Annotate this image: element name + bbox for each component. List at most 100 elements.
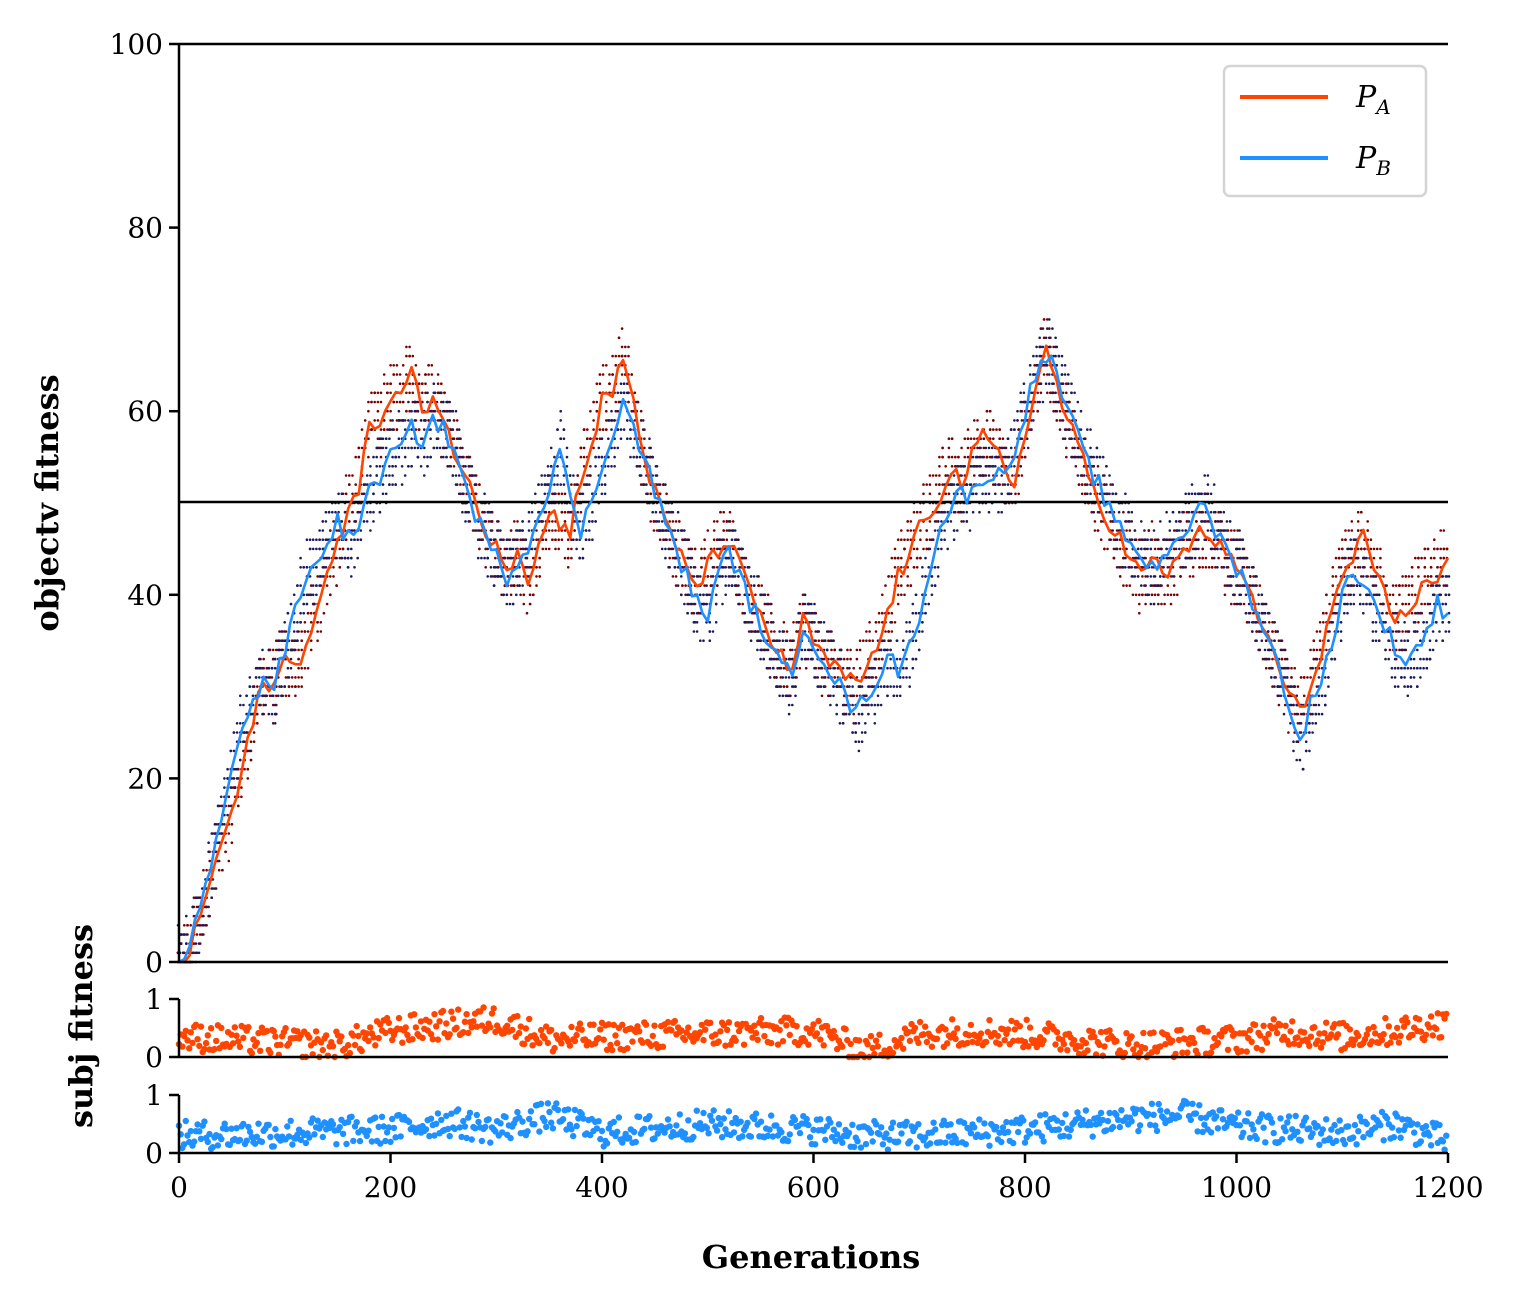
population-dot-pa [1185, 510, 1189, 514]
population-dot-pb [889, 685, 892, 688]
population-dot-pb [423, 455, 426, 459]
population-dot-pb [987, 474, 991, 477]
population-dot-pb [267, 676, 271, 679]
population-dot-pb [1130, 566, 1134, 569]
population-dot-pb [619, 437, 623, 441]
population-dot-pb [200, 933, 204, 936]
population-dot-pa [411, 391, 415, 395]
population-dot-pb [318, 584, 321, 587]
population-dot-pb [1143, 529, 1146, 532]
population-dot-pb [622, 428, 626, 431]
population-dot-pb [245, 694, 248, 698]
population-dot-pb [442, 446, 445, 450]
population-dot-pa [833, 676, 836, 679]
population-dot-pb [664, 556, 667, 560]
population-dot-pb [1032, 409, 1035, 413]
population-dot-pa [605, 364, 608, 367]
population-dot-pa [1429, 584, 1433, 587]
population-dot-pa [1410, 584, 1414, 587]
population-dot-pa [906, 520, 909, 523]
population-dot-pb [695, 621, 699, 624]
population-dot-pa [373, 419, 377, 422]
population-dot-pb [1006, 437, 1010, 441]
population-dot-pb [353, 538, 356, 541]
population-dot-pb [1149, 575, 1153, 578]
population-dot-pb [280, 694, 283, 698]
population-dot-pb [1070, 382, 1073, 386]
population-dot-pb [794, 685, 797, 688]
population-dot-pb [327, 556, 331, 560]
population-dot-pb [1054, 345, 1057, 349]
population-dot-pb [667, 547, 670, 551]
population-dot-pb [762, 630, 765, 633]
population-dot-pb [1073, 409, 1076, 413]
population-dot-pa [1287, 731, 1290, 734]
population-dot-pa [329, 593, 332, 597]
population-dot-pb [340, 556, 344, 560]
population-dot-pa [928, 538, 932, 541]
population-dot-pb [594, 520, 597, 523]
population-dot-pb [239, 758, 242, 762]
population-dot-pb [232, 786, 236, 789]
population-dot-pb [540, 474, 543, 477]
population-dot-pa [912, 547, 916, 551]
population-dot-pb [851, 703, 854, 707]
population-dot-pa [852, 712, 855, 716]
population-dot-pa [1391, 611, 1395, 615]
population-dot-pa [773, 630, 776, 633]
population-dot-pb [578, 492, 581, 496]
population-dot-pb [987, 446, 991, 450]
population-dot-pa [1271, 621, 1274, 624]
population-dot-pb [381, 483, 385, 486]
population-dot-pa [1433, 547, 1436, 551]
population-dot-pb [1063, 373, 1067, 376]
population-dot-pb [1032, 373, 1035, 376]
population-dot-pb [924, 611, 927, 615]
population-dot-pa [982, 446, 986, 450]
population-dot-pb [727, 520, 731, 523]
population-dot-pb [299, 611, 302, 615]
population-dot-pa [852, 666, 855, 670]
population-dot-pa [319, 630, 323, 633]
population-dot-pb [664, 538, 667, 541]
population-dot-pb [867, 712, 870, 716]
population-dot-pb [851, 685, 854, 688]
population-dot-pa [846, 685, 849, 688]
population-dot-pb [448, 465, 452, 468]
population-dot-pa [535, 538, 538, 541]
population-dot-pa [1341, 556, 1344, 560]
population-dot-pa [814, 630, 817, 633]
population-dot-pa [795, 621, 798, 624]
population-dot-pb [673, 556, 677, 560]
population-dot-pb [711, 566, 715, 569]
population-dot-pa [436, 373, 440, 376]
population-dot-pb [889, 666, 892, 670]
population-dot-pb [239, 703, 242, 707]
population-dot-pb [813, 621, 816, 624]
population-dot-pa [1334, 575, 1338, 578]
population-dot-pb [216, 823, 220, 826]
population-dot-pb [1009, 446, 1013, 450]
population-dot-pa [554, 529, 557, 532]
population-dot-pb [1130, 575, 1134, 578]
population-dot-pa [1233, 602, 1236, 606]
population-dot-pa [674, 520, 678, 523]
population-dot-pa [858, 639, 862, 642]
population-dot-pa [452, 419, 456, 422]
population-dot-pb [210, 887, 213, 890]
population-dot-pa [411, 354, 415, 358]
population-dot-pb [521, 547, 524, 551]
population-dot-pb [600, 455, 604, 459]
population-dot-pb [1159, 520, 1162, 523]
population-dot-pb [261, 694, 264, 698]
population-dot-pb [369, 465, 372, 468]
population-dot-pb [733, 575, 737, 578]
population-dot-pa [938, 455, 941, 459]
population-dot-pb [1028, 373, 1032, 376]
population-dot-pa [1036, 409, 1039, 413]
population-dot-pa [1201, 547, 1204, 551]
population-dot-pb [1022, 400, 1026, 404]
population-dot-pa [1230, 529, 1233, 532]
population-dot-pa [1356, 566, 1360, 569]
population-dot-pa [671, 520, 675, 523]
